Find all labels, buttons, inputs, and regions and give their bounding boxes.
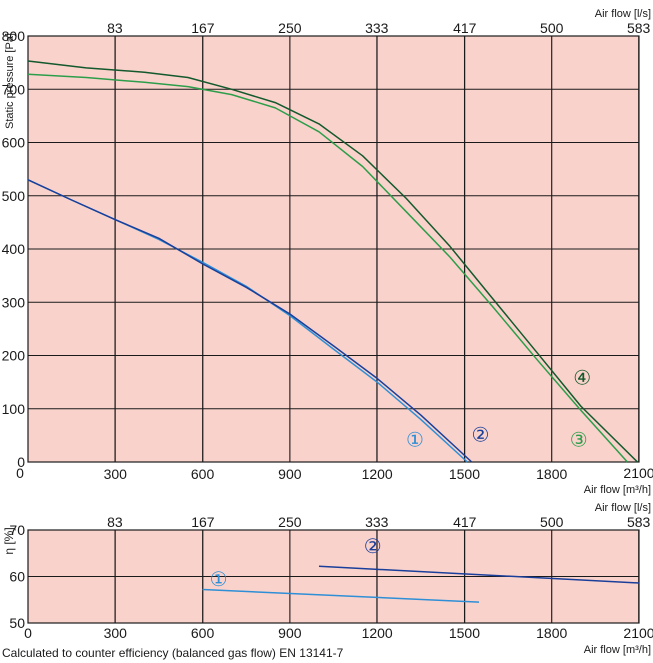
series-line — [27, 60, 639, 463]
x-top-tick-label: 167 — [191, 20, 215, 36]
series-label: ④ — [573, 367, 591, 389]
series-line — [318, 565, 640, 584]
y-tick-label: 70 — [9, 522, 25, 538]
y-axis-label: η [%] — [2, 527, 16, 554]
x-tick-label: 1500 — [449, 625, 480, 641]
y-tick-label: 60 — [9, 569, 25, 585]
x-top-axis-label: Air flow [l/s] — [595, 502, 651, 514]
series-label: ① — [210, 569, 228, 591]
x-tick-label: 600 — [191, 625, 215, 641]
series-line — [27, 73, 628, 463]
x-top-tick-label: 333 — [365, 514, 389, 530]
x-tick-label: 600 — [191, 466, 215, 482]
x-tick-label: 2100 — [623, 465, 653, 481]
x-top-tick-label: 333 — [365, 20, 389, 36]
y-tick-label: 50 — [9, 615, 25, 631]
x-axis-label: Air flow [m³/h] — [584, 484, 651, 496]
y-tick-label: 100 — [2, 401, 26, 417]
x-top-tick-label: 583 — [627, 514, 651, 530]
x-tick-label: 300 — [104, 466, 128, 482]
x-tick-label: 2100 — [623, 625, 653, 641]
series-label: ② — [471, 424, 489, 446]
y-axis-label: Static pressure [Pa] — [4, 33, 16, 129]
series-label: ③ — [570, 430, 588, 452]
x-top-tick-label: 250 — [278, 20, 302, 36]
plot-frame — [27, 529, 640, 624]
x-top-axis-label: Air flow [l/s] — [595, 8, 651, 20]
x-tick-label: 900 — [278, 466, 302, 482]
x-top-tick-label: 167 — [191, 514, 215, 530]
y-tick-label: 200 — [2, 348, 26, 364]
x-top-tick-label: 250 — [278, 514, 302, 530]
x-tick-label: 1500 — [449, 466, 480, 482]
x-tick-label: 300 — [104, 625, 128, 641]
x-tick-label: 1800 — [536, 466, 567, 482]
x-tick-label: 0 — [24, 625, 32, 641]
x-top-tick-label: 83 — [107, 514, 123, 530]
x-top-tick-label: 583 — [627, 20, 651, 36]
x-tick-label: 900 — [278, 625, 302, 641]
footnote: Calculated to counter efficiency (balanc… — [2, 646, 344, 660]
y-tick-label: 700 — [2, 81, 26, 97]
y-tick-label: 300 — [2, 294, 26, 310]
y-tick-label: 400 — [2, 241, 26, 257]
x-tick-label: 1800 — [536, 625, 567, 641]
series-label: ① — [406, 430, 424, 452]
static-pressure-chart: ① ② ③ ④ 0 100 200 300 400 500 600 700 800 0 300 600 900 1… — [2, 8, 653, 496]
x-tick-label: 1200 — [362, 466, 393, 482]
plot-frame — [27, 35, 640, 463]
x-top-tick-label: 500 — [540, 514, 564, 530]
x-top-tick-label: 500 — [540, 20, 564, 36]
x-top-tick-label: 417 — [453, 20, 477, 36]
y-tick-label: 600 — [2, 135, 26, 151]
x-top-tick-label: 83 — [107, 20, 123, 36]
y-tick-label: 800 — [2, 28, 26, 44]
y-tick-label: 500 — [2, 188, 26, 204]
x-tick-label: 0 — [16, 465, 24, 481]
series-line — [202, 588, 480, 603]
y-tick-label: 0 — [17, 454, 25, 470]
x-top-tick-label: 417 — [453, 514, 477, 530]
x-axis-label: Air flow [m³/h] — [584, 644, 651, 656]
series-line — [27, 179, 473, 463]
efficiency-chart: ① ② 50 60 70 0 300 600 900 1200 1500 1800 2100 83 167 2… — [2, 502, 653, 656]
x-tick-label: 1200 — [362, 625, 393, 641]
series-label: ② — [364, 536, 382, 558]
